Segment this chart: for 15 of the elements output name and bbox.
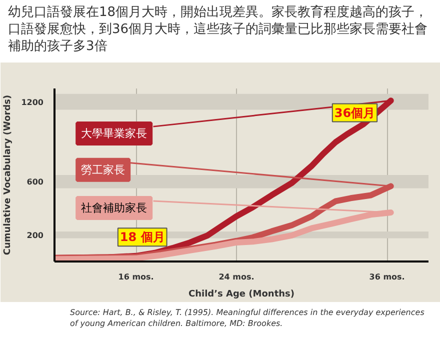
y-tick-label: 600 — [26, 178, 44, 187]
chart-title: 幼兒口語發展在18個月大時，開始出現差異。家長教育程度越高的孩子，口語發展愈快，到36個月大時，這些孩子的詞彙量已比那些家長需要社會補助的孩子多3倍 — [8, 5, 428, 56]
x-tick-label: 24 mos. — [218, 272, 254, 282]
x-tick-label: 16 mos. — [118, 272, 154, 282]
text: 大學畢業家長 — [81, 127, 148, 140]
annotation: 36個月 — [334, 106, 376, 120]
y-axis-title: Cumulative Vocabulary (Words) — [3, 94, 14, 256]
source-note: Source: Hart, B., & Risley, T. (1995). Meaningful differences in the everyday experiences of young American children. Baltimore, MD: Brookes. — [70, 307, 426, 330]
y-tick-label: 200 — [26, 230, 44, 240]
x-axis-title: Child’s Age (Months) — [188, 290, 295, 300]
y-tick-label: 1200 — [21, 98, 44, 107]
text: 勞工家長 — [81, 163, 126, 176]
annotation: 18 個月 — [120, 230, 165, 244]
text: 社會補助家長 — [81, 201, 148, 214]
x-tick-label: 36 mos. — [369, 272, 405, 282]
